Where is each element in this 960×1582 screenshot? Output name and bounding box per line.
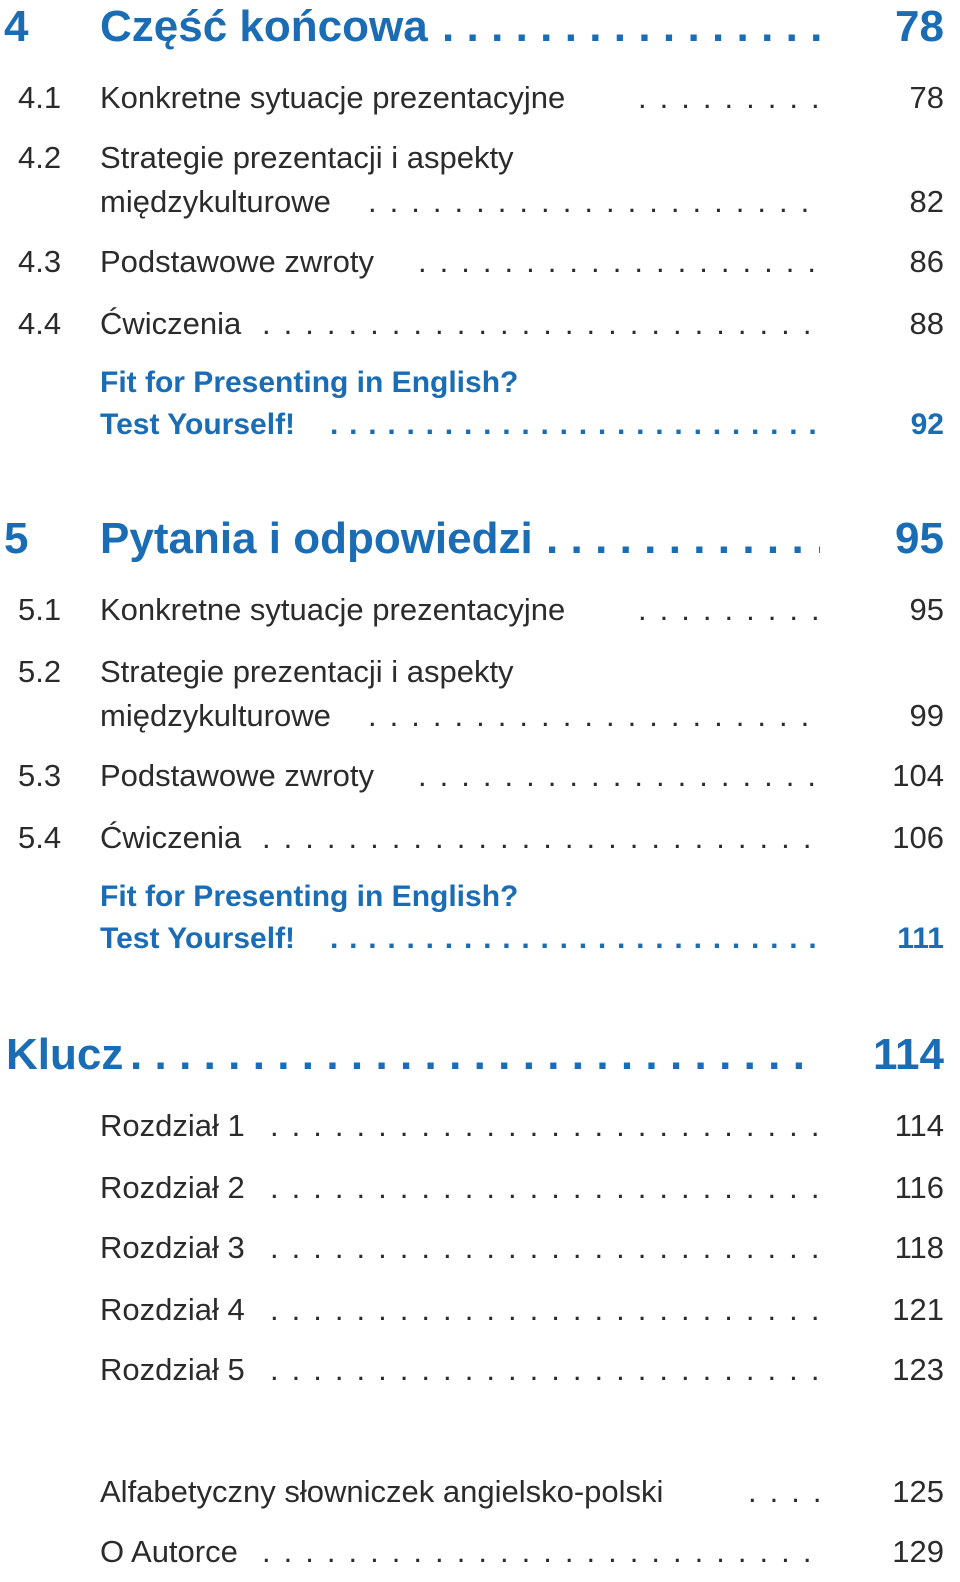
toc-test-yourself-5[interactable]: Fit for Presenting in English? Test Your… <box>0 880 960 966</box>
dot-leader: ........................................ <box>270 1170 820 1205</box>
dot-leader: ........................................… <box>546 514 820 563</box>
key-chapter-title: Rozdział 1 <box>100 1108 245 1143</box>
toc-section-4-4[interactable]: 4.4 Ćwiczenia ..........................… <box>0 306 960 348</box>
page-number: 123 <box>892 1352 944 1387</box>
page-number: 88 <box>909 306 944 341</box>
page-number: 78 <box>909 80 944 115</box>
toc-section-4-1[interactable]: 4.1 Konkretne sytuacje prezentacyjne ...… <box>0 80 960 122</box>
page-number: 95 <box>909 592 944 627</box>
page-number: 82 <box>909 184 944 219</box>
toc-test-yourself-4[interactable]: Fit for Presenting in English? Test Your… <box>0 366 960 452</box>
key-chapter-title: Rozdział 2 <box>100 1170 245 1205</box>
toc-chapter-4[interactable]: 4 Część końcowa ........................… <box>0 2 960 62</box>
page-number: 116 <box>894 1170 944 1205</box>
page-number: 114 <box>894 1108 944 1143</box>
page-number: 86 <box>909 244 944 279</box>
section-title-line1: Strategie prezentacji i aspekty <box>100 654 514 689</box>
dot-leader: ........................................ <box>368 184 820 219</box>
section-number: 4.4 <box>18 306 62 341</box>
toc-key-chapter-1[interactable]: Rozdział 1 .............................… <box>0 1108 960 1150</box>
section-number: 5.3 <box>18 758 62 793</box>
section-title: Podstawowe zwroty <box>100 244 374 279</box>
test-title-line1: Fit for Presenting in English? <box>100 880 519 913</box>
dot-leader: ........................................… <box>130 1030 820 1079</box>
section-title-line2: międzykulturowe <box>100 184 331 219</box>
dot-leader: ........................................ <box>638 592 820 627</box>
chapter-number: 4 <box>4 2 29 51</box>
section-number: 4.2 <box>18 140 62 175</box>
page-number: 118 <box>894 1230 944 1265</box>
toc-key-chapter-2[interactable]: Rozdział 2 .............................… <box>0 1170 960 1212</box>
page-number: 114 <box>873 1030 944 1079</box>
section-title-line2: międzykulturowe <box>100 698 331 733</box>
page-number: 125 <box>892 1474 944 1509</box>
dot-leader: ........................................ <box>270 1230 820 1265</box>
page-number: 104 <box>892 758 944 793</box>
dot-leader: ........................................ <box>638 80 820 115</box>
dot-leader: ........................................ <box>270 1108 820 1143</box>
section-number: 4.1 <box>18 80 62 115</box>
page-number: 99 <box>909 698 944 733</box>
toc-about-author[interactable]: O Autorce ..............................… <box>0 1534 960 1576</box>
dot-leader: ........................................ <box>418 758 820 793</box>
chapter-number: 5 <box>4 514 29 563</box>
section-title: Konkretne sytuacje prezentacyjne <box>100 592 566 627</box>
toc-section-5-1[interactable]: 5.1 Konkretne sytuacje prezentacyjne ...… <box>0 592 960 634</box>
glossary-title: Alfabetyczny słowniczek angielsko-polski <box>100 1474 664 1509</box>
toc-key-chapter-3[interactable]: Rozdział 3 .............................… <box>0 1230 960 1272</box>
section-title-line1: Strategie prezentacji i aspekty <box>100 140 514 175</box>
dot-leader: ........................................ <box>418 244 820 279</box>
page-number: 111 <box>897 922 944 955</box>
toc-key-chapter-5[interactable]: Rozdział 5 .............................… <box>0 1352 960 1394</box>
page-number: 92 <box>910 408 944 441</box>
test-title-line1: Fit for Presenting in English? <box>100 366 519 399</box>
toc-key-chapter-4[interactable]: Rozdział 4 .............................… <box>0 1292 960 1334</box>
chapter-title: Pytania i odpowiedzi <box>100 514 533 563</box>
dot-leader: ........................................ <box>262 306 820 341</box>
page-number: 129 <box>892 1534 944 1569</box>
toc-section-4-3[interactable]: 4.3 Podstawowe zwroty ..................… <box>0 244 960 286</box>
page-number: 106 <box>892 820 944 855</box>
chapter-title: Część końcowa <box>100 2 428 51</box>
toc-section-4-2[interactable]: 4.2 Strategie prezentacji i aspekty międ… <box>0 140 960 230</box>
section-title: Ćwiczenia <box>100 820 242 855</box>
section-number: 4.3 <box>18 244 62 279</box>
test-title-line2: Test Yourself! <box>100 408 296 441</box>
test-title-line2: Test Yourself! <box>100 922 296 955</box>
dot-leader: ........................................ <box>368 698 820 733</box>
toc-glossary[interactable]: Alfabetyczny słowniczek angielsko-polski… <box>0 1474 960 1516</box>
toc-chapter-5[interactable]: 5 Pytania i odpowiedzi .................… <box>0 514 960 574</box>
section-title: Konkretne sytuacje prezentacyjne <box>100 80 566 115</box>
dot-leader: ........................................… <box>442 2 820 51</box>
dot-leader: ........................................ <box>270 1352 820 1387</box>
section-title: Podstawowe zwroty <box>100 758 374 793</box>
dot-leader: ........................................ <box>262 1534 820 1569</box>
key-chapter-title: Rozdział 5 <box>100 1352 245 1387</box>
key-title: Klucz <box>6 1030 124 1079</box>
dot-leader: ........................................ <box>330 922 820 955</box>
section-number: 5.4 <box>18 820 62 855</box>
page-number: 95 <box>895 514 944 563</box>
toc-section-5-4[interactable]: 5.4 Ćwiczenia ..........................… <box>0 820 960 862</box>
dot-leader: ........................................ <box>748 1474 820 1509</box>
key-chapter-title: Rozdział 4 <box>100 1292 245 1327</box>
toc-section-5-3[interactable]: 5.3 Podstawowe zwroty ..................… <box>0 758 960 800</box>
dot-leader: ........................................ <box>330 408 820 441</box>
page-number: 78 <box>895 2 944 51</box>
page-number: 121 <box>892 1292 944 1327</box>
key-chapter-title: Rozdział 3 <box>100 1230 245 1265</box>
section-number: 5.1 <box>18 592 62 627</box>
section-title: Ćwiczenia <box>100 306 242 341</box>
dot-leader: ........................................ <box>270 1292 820 1327</box>
section-number: 5.2 <box>18 654 62 689</box>
dot-leader: ........................................ <box>262 820 820 855</box>
about-author-title: O Autorce <box>100 1534 238 1569</box>
toc-section-5-2[interactable]: 5.2 Strategie prezentacji i aspekty międ… <box>0 654 960 744</box>
toc-key[interactable]: Klucz ..................................… <box>0 1030 960 1090</box>
